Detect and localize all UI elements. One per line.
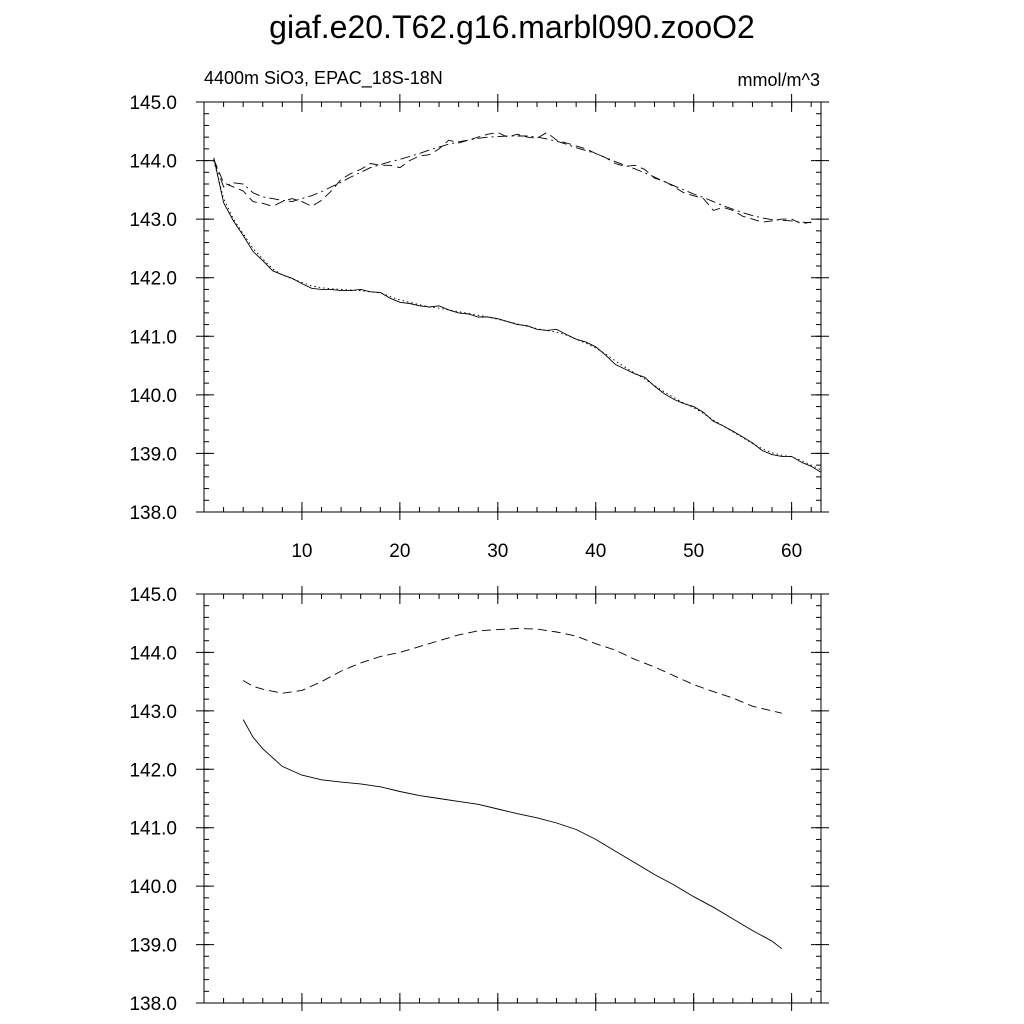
chart-title: giaf.e20.T62.g16.marbl090.zooO2 [269, 9, 755, 45]
y-tick-label: 139.0 [129, 444, 177, 465]
top-panel: 138.0 139.0 140.0 141.0 142.0 143.0 144.0 145.0… [129, 93, 829, 562]
y-tick-label: 143.0 [129, 702, 177, 723]
plot-frame [203, 593, 822, 1004]
series-line-solid [213, 157, 822, 473]
bottom-panel: 138.0 139.0 140.0 141.0 142.0 143.0 144.0 145.0 [129, 585, 829, 1015]
series-line-dashdot [213, 135, 812, 224]
x-tick-label: 50 [683, 541, 704, 562]
y-tick-label: 140.0 [129, 386, 177, 407]
series-line-dashed [213, 131, 812, 225]
series-line-solid [242, 719, 783, 950]
y-tick-label: 138.0 [129, 503, 177, 524]
y-tick-label: 141.0 [129, 327, 177, 348]
plot-frame [203, 101, 822, 513]
x-tick-label: 10 [291, 541, 312, 562]
y-tick-label: 138.0 [129, 994, 177, 1015]
y-tick-label: 145.0 [129, 93, 177, 114]
units-label: mmol/m^3 [738, 70, 820, 90]
y-tick-label: 140.0 [129, 877, 177, 898]
y-tick-label: 145.0 [129, 585, 177, 606]
y-tick-label: 142.0 [129, 760, 177, 781]
x-tick-label: 20 [389, 541, 410, 562]
y-tick-label: 142.0 [129, 269, 177, 290]
left-subtitle: 4400m SiO3, EPAC_18S-18N [204, 68, 443, 89]
y-tick-label: 144.0 [129, 152, 177, 173]
x-tick-label: 60 [781, 541, 802, 562]
series-line-dashed [242, 628, 782, 714]
y-tick-label: 141.0 [129, 819, 177, 840]
x-tick-label: 30 [487, 541, 508, 562]
series-line-dotted [213, 160, 822, 471]
x-tick-label: 40 [585, 541, 606, 562]
y-tick-label: 143.0 [129, 210, 177, 231]
y-tick-label: 144.0 [129, 643, 177, 664]
y-tick-label: 139.0 [129, 936, 177, 957]
